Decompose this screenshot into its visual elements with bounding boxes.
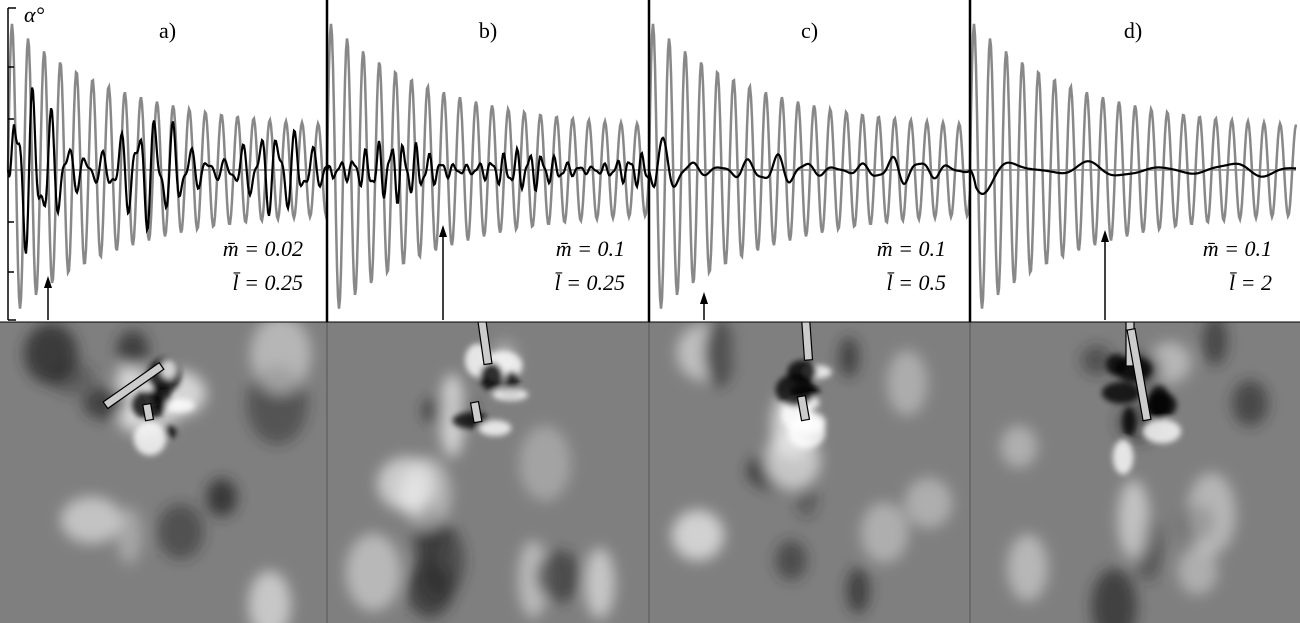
shed-vortex — [1147, 385, 1171, 421]
vorticity-panel — [345, 322, 615, 619]
panel-label: b) — [479, 18, 497, 43]
shed-vortex — [479, 362, 504, 391]
length-param: l̄ = 2 — [1229, 270, 1272, 295]
arrow-head — [700, 292, 708, 304]
vortex — [345, 533, 401, 612]
panel-label: c) — [801, 18, 818, 43]
vortex — [406, 560, 454, 619]
plate — [1126, 328, 1152, 422]
param-bg — [519, 232, 641, 298]
arrow-head — [1101, 230, 1109, 242]
shed-vortex — [1101, 381, 1141, 404]
vortex — [60, 496, 123, 544]
vortex — [116, 330, 149, 368]
shed-vortex — [1112, 439, 1134, 475]
mass-param: m̄ = 0.1 — [556, 236, 625, 261]
vortex — [1231, 380, 1269, 427]
vortex — [519, 425, 571, 502]
vortex — [703, 322, 734, 387]
shed-vortex — [787, 415, 826, 449]
plate — [796, 394, 811, 422]
vortex — [838, 336, 860, 378]
reference-curve — [968, 23, 1298, 309]
vortex — [1007, 534, 1048, 602]
shed-vortex — [478, 420, 512, 436]
mass-param: m̄ = 0.1 — [1203, 236, 1272, 261]
length-param: l̄ = 0.25 — [555, 270, 625, 295]
panel-label: a) — [159, 18, 176, 43]
shed-vortex — [163, 398, 195, 413]
shed-vortex — [492, 388, 529, 401]
length-param: l̄ = 0.25 — [233, 270, 303, 295]
vortex — [1081, 345, 1113, 376]
vortex — [775, 540, 808, 581]
vortex — [157, 503, 204, 560]
plate — [102, 361, 165, 410]
plate — [469, 400, 483, 424]
vortex — [1000, 425, 1038, 468]
vortex — [116, 506, 143, 565]
shed-vortex — [160, 360, 177, 379]
panel-label: d) — [1124, 18, 1142, 43]
arrow-head — [44, 276, 52, 288]
vortex — [1117, 479, 1150, 559]
param-bg — [1166, 232, 1288, 298]
vorticity-panel — [24, 322, 312, 623]
shed-vortex — [1122, 406, 1136, 437]
vortex — [534, 550, 584, 603]
vortex — [1202, 322, 1228, 366]
response-curve — [647, 136, 971, 189]
shed-vortex — [504, 371, 520, 390]
vorticity-background — [0, 322, 1300, 623]
param-bg — [840, 232, 962, 298]
signal-plots: a) m̄ = 0.02 l̄ = 0.25 b) m̄ = 0.1 l̄ = 0.25 c… — [6, 0, 1298, 322]
arrow-head — [439, 225, 447, 237]
reference-curve — [6, 23, 329, 309]
response-curve — [326, 140, 650, 204]
vortex-blobs — [345, 340, 615, 619]
vortex — [1187, 472, 1236, 556]
vortex — [397, 471, 427, 515]
response-curve — [969, 160, 1296, 195]
vortex — [904, 477, 953, 529]
vortex — [206, 478, 238, 517]
vortex — [250, 322, 312, 393]
vortex — [1091, 568, 1137, 623]
response-curve — [6, 87, 328, 254]
plate — [799, 322, 814, 361]
shed-vortex — [133, 421, 167, 456]
vortex — [860, 502, 909, 564]
y-axis-label: α° — [24, 2, 45, 27]
mass-param: m̄ = 0.02 — [223, 236, 303, 261]
vorticity-panel — [671, 322, 953, 614]
plate — [142, 402, 155, 422]
shed-vortex — [775, 373, 816, 407]
length-param: l̄ = 0.5 — [887, 270, 946, 295]
vortex — [248, 570, 291, 623]
mass-param: m̄ = 0.1 — [877, 236, 946, 261]
plate — [475, 322, 493, 366]
shed-vortex — [163, 425, 177, 439]
vortex — [1177, 546, 1218, 595]
vortex — [584, 547, 615, 619]
vortex — [439, 373, 465, 458]
y-axis — [7, 7, 16, 321]
param-bg — [197, 232, 319, 298]
shed-vortex — [1142, 419, 1182, 444]
vortex — [50, 361, 95, 396]
vorticity-fields — [0, 321, 1300, 623]
vortex — [671, 509, 724, 561]
vortex-blobs — [24, 322, 312, 623]
reference-curve — [647, 23, 972, 309]
vorticity-panel — [1000, 322, 1269, 623]
vortex — [886, 350, 928, 416]
vortex — [795, 479, 818, 519]
vortex — [846, 567, 870, 614]
